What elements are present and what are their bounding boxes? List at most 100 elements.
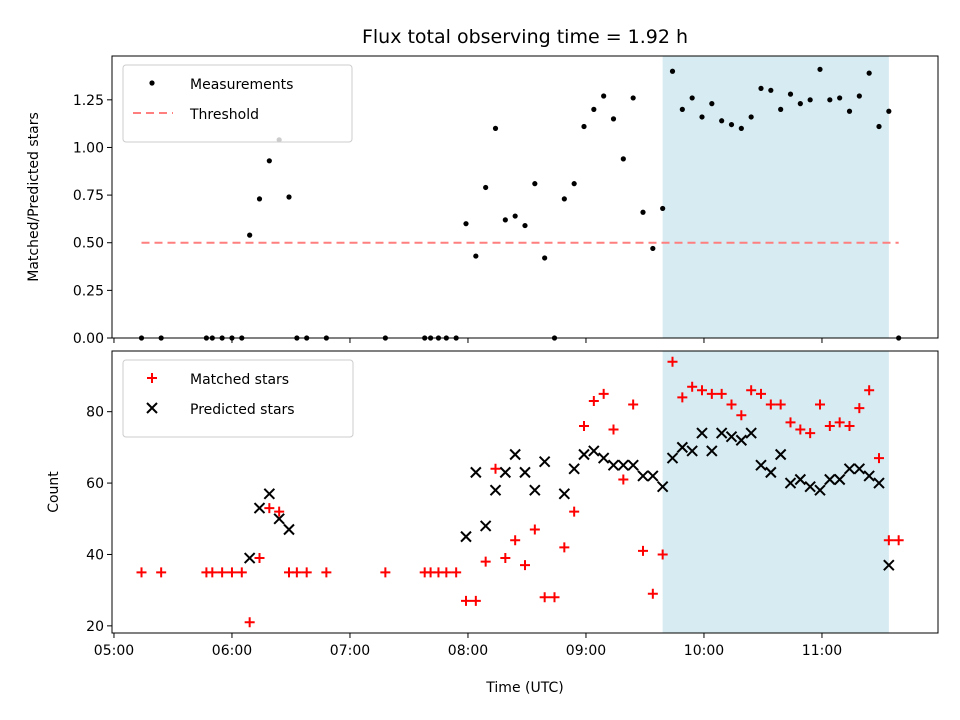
y-tick-label: 20 [86, 619, 104, 635]
data-point [657, 549, 668, 560]
data-point [502, 217, 508, 223]
data-point [618, 474, 629, 485]
y-tick-label: 80 [86, 405, 104, 421]
data-point [715, 427, 728, 439]
data-point [774, 448, 787, 461]
data-point [630, 95, 636, 101]
legend-label: Measurements [190, 77, 293, 93]
data-point [844, 420, 855, 431]
axes-frame [111, 55, 939, 339]
data-point [479, 520, 492, 532]
data-point [627, 459, 639, 471]
data-point [817, 66, 823, 72]
data-point [286, 194, 292, 200]
axes-frame [111, 350, 939, 634]
data-point [797, 101, 803, 107]
data-point [217, 567, 228, 578]
data-point [588, 395, 599, 406]
data-point [266, 158, 272, 164]
data-point [725, 430, 738, 443]
data-point [520, 560, 530, 571]
data-point [853, 463, 866, 475]
data-point [660, 205, 666, 212]
data-point [794, 473, 807, 486]
data-point [765, 399, 776, 410]
data-point [874, 453, 884, 464]
data-point [873, 477, 885, 489]
data-point [598, 388, 609, 399]
data-point [805, 428, 816, 439]
data-point [846, 108, 853, 114]
data-point [561, 196, 567, 202]
series-measurements [138, 66, 902, 341]
data-point [676, 441, 689, 454]
data-point [274, 506, 285, 517]
x-tick-label: 08:00 [448, 643, 488, 659]
data-point [699, 114, 705, 120]
data-point [778, 106, 784, 112]
data-point [650, 245, 656, 252]
data-point [628, 399, 639, 410]
data-point [637, 470, 649, 482]
data-point [755, 459, 767, 471]
data-point [784, 477, 797, 489]
data-point [883, 559, 895, 571]
data-point [512, 213, 518, 219]
data-point [745, 427, 757, 439]
legend-label: Predicted stars [190, 402, 295, 418]
data-point [490, 463, 501, 474]
data-point [608, 424, 619, 435]
x-tick-label: 09:00 [566, 643, 606, 659]
data-point [509, 448, 521, 461]
legend-marker [149, 80, 155, 86]
data-point [542, 255, 548, 261]
x-axis-label: Time (UTC) [485, 680, 563, 696]
data-point [470, 595, 481, 606]
data-point [736, 410, 747, 421]
data-point [863, 470, 875, 482]
legend: Matched stars Predicted stars [122, 359, 354, 438]
data-point [706, 445, 718, 457]
data-point [617, 459, 630, 471]
data-point [667, 356, 678, 367]
data-point [549, 592, 560, 603]
data-point [677, 392, 688, 403]
legend-box [122, 359, 354, 438]
data-point [283, 523, 295, 536]
data-point [441, 567, 452, 578]
legend-box [122, 64, 353, 143]
data-point [321, 567, 332, 578]
data-point [768, 87, 774, 93]
data-point [510, 535, 521, 546]
data-point [687, 381, 698, 392]
y-tick-label: 0.50 [73, 236, 104, 252]
data-point [706, 388, 717, 399]
data-point [571, 181, 577, 187]
data-point [787, 91, 794, 97]
data-point [243, 552, 256, 564]
data-point [679, 106, 685, 112]
series-predicted-stars [243, 427, 895, 571]
data-point [647, 470, 659, 482]
data-point [728, 121, 735, 128]
data-point [669, 68, 676, 74]
data-point [463, 221, 469, 227]
y-tick-label: 1.25 [73, 93, 104, 109]
data-point [499, 466, 512, 479]
data-point [380, 567, 391, 578]
legend-marker [146, 402, 158, 414]
data-point [601, 93, 607, 99]
data-point [893, 535, 904, 546]
chart-title: Flux total observing time = 1.92 h [362, 26, 688, 48]
data-point [807, 97, 813, 103]
y-tick-label: 0.00 [73, 331, 104, 347]
data-point [716, 388, 727, 399]
data-point [748, 114, 754, 120]
data-point [244, 617, 255, 628]
data-point [291, 567, 302, 578]
data-point [804, 480, 816, 493]
data-point [568, 463, 580, 475]
y-tick-label: 0.25 [73, 283, 104, 299]
data-point [256, 196, 263, 202]
